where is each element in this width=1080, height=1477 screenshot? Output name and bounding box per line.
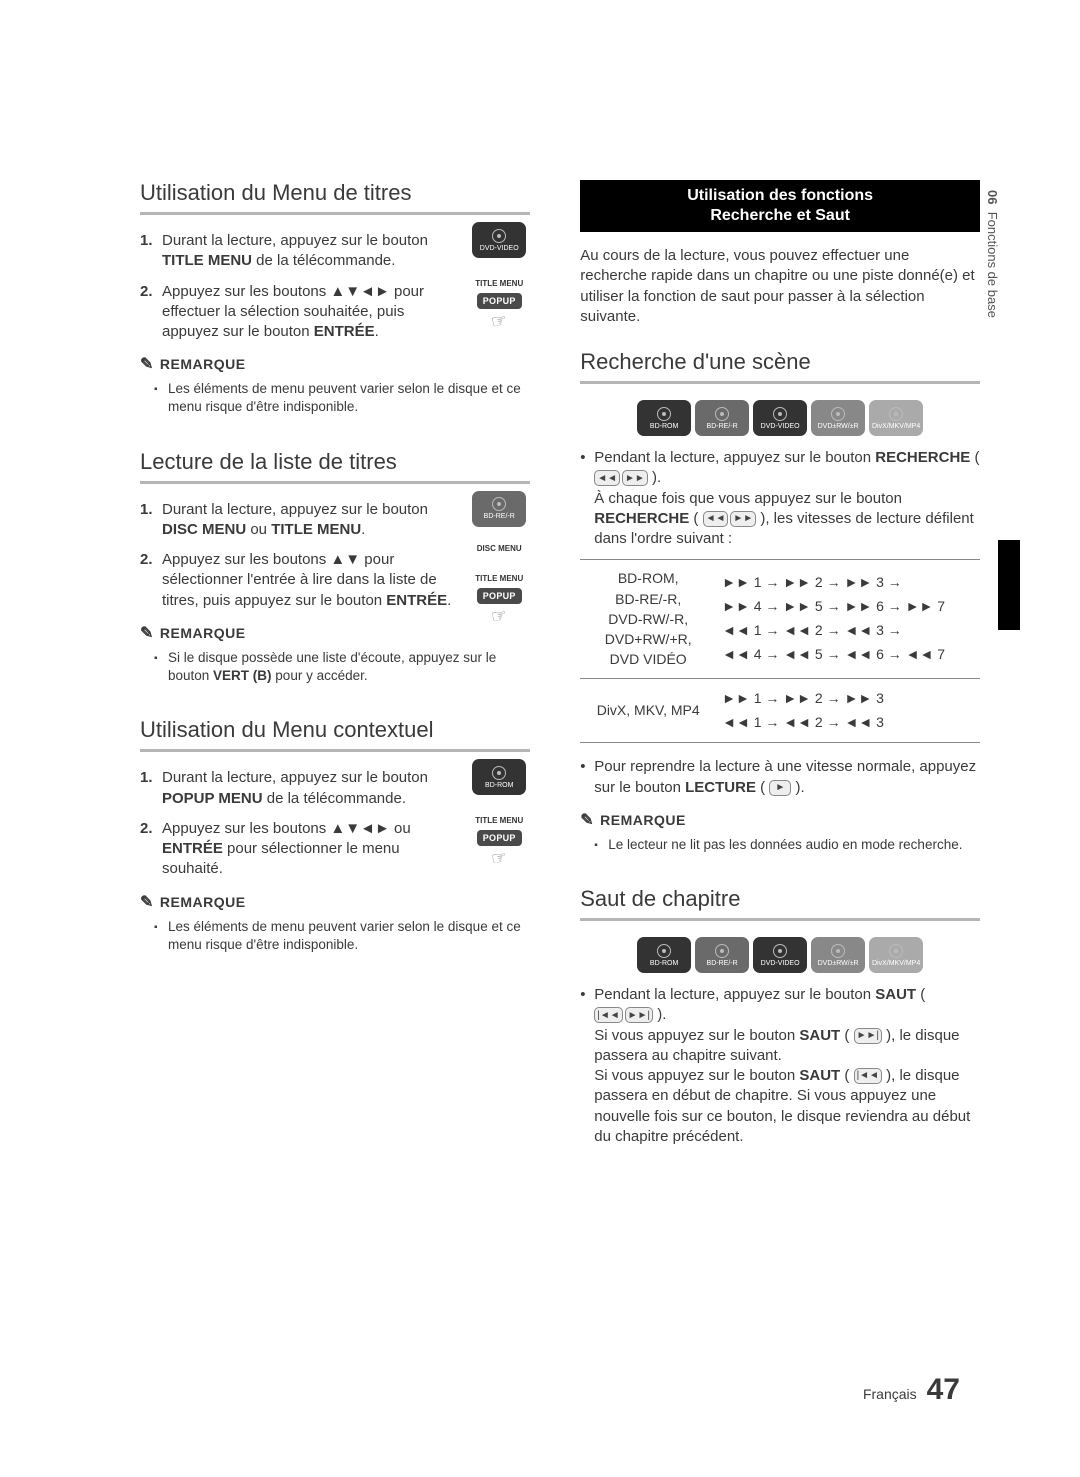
hand-icon: ☞	[489, 605, 509, 628]
skip-forward-icon: ►►|	[625, 1007, 653, 1023]
disc-badge: BD-ROM	[637, 400, 691, 436]
icon-stack: DVD-VIDEO TITLE MENU POPUP ☞	[468, 222, 530, 332]
skip-forward-icon: ►►|	[854, 1028, 882, 1044]
disc-badge: DVD-VIDEO	[753, 400, 807, 436]
note-item: Le lecteur ne lit pas les données audio …	[608, 836, 980, 854]
title-menu-label: TITLE MENU	[475, 280, 523, 289]
rewind-icon: ◄◄	[703, 511, 729, 527]
play-icon: ►	[769, 780, 791, 796]
disc-badge: BD-RE/-R	[472, 491, 526, 527]
note-heading: ✎REMARQUE	[140, 892, 530, 912]
section-chapter-skip: Saut de chapitre BD-ROM BD-RE/-R DVD-VID…	[580, 886, 980, 1147]
heading: Lecture de la liste de titres	[140, 449, 530, 484]
skip-back-icon: |◄◄	[854, 1068, 882, 1084]
hand-icon: ☞	[489, 847, 509, 870]
note-icon: ✎	[140, 623, 154, 643]
disc-badge: BD-ROM	[637, 937, 691, 973]
note-heading: ✎REMARQUE	[140, 354, 530, 374]
disc-badge: DivX/MKV/MP4	[869, 937, 923, 973]
intro-text: Au cours de la lecture, vous pouvez effe…	[580, 246, 980, 327]
edge-tab	[998, 540, 1020, 630]
title-menu-label: TITLE MENU	[475, 575, 523, 584]
note-item: Les éléments de menu peuvent varier selo…	[168, 380, 530, 416]
table-cell: ►► 1 → ►► 2 → ►► 3 → ►► 4 → ►► 5 → ►► 6 …	[716, 560, 980, 678]
disc-badge: DVD-VIDEO	[753, 937, 807, 973]
note-icon: ✎	[140, 354, 154, 374]
page-content: Utilisation du Menu de titres DVD-VIDEO …	[140, 180, 980, 1179]
note-heading: ✎REMARQUE	[580, 810, 980, 830]
side-tab: 06 Fonctions de base	[985, 190, 1000, 318]
popup-button-icon: POPUP	[477, 588, 522, 604]
table-cell: DivX, MKV, MP4	[580, 678, 716, 743]
note-list: Les éléments de menu peuvent varier selo…	[140, 380, 530, 416]
badge-row: BD-ROM BD-RE/-R DVD-VIDEO DVD±RW/±R DivX…	[580, 937, 980, 973]
step-2: 2.Appuyez sur les boutons ▲▼ pour sélect…	[140, 550, 460, 611]
forward-icon: ►►	[730, 511, 756, 527]
disc-badge: BD-RE/-R	[695, 400, 749, 436]
disc-badge: DVD-VIDEO	[472, 222, 526, 258]
table-row: DivX, MKV, MP4 ►► 1 → ►► 2 → ►► 3 ◄◄ 1 →…	[580, 678, 980, 743]
chapter-number: 06	[985, 190, 1000, 204]
note-list: Si le disque possède une liste d'écoute,…	[140, 649, 530, 685]
step-2: 2.Appuyez sur les boutons ▲▼◄► ou ENTRÉE…	[140, 819, 460, 880]
disc-menu-label: DISC MENU	[477, 545, 522, 554]
title-menu-label: TITLE MENU	[475, 817, 523, 826]
section-title-list: Lecture de la liste de titres BD-RE/-R D…	[140, 449, 530, 686]
note-item: Les éléments de menu peuvent varier selo…	[168, 918, 530, 954]
popup-button-icon: POPUP	[477, 830, 522, 846]
popup-button-icon: POPUP	[477, 293, 522, 309]
table-cell: BD-ROM, BD-RE/-R, DVD-RW/-R, DVD+RW/+R, …	[580, 560, 716, 678]
note-list: Les éléments de menu peuvent varier selo…	[140, 918, 530, 954]
note-icon: ✎	[140, 892, 154, 912]
note-item: Si le disque possède une liste d'écoute,…	[168, 649, 530, 685]
skip-back-icon: |◄◄	[594, 1007, 622, 1023]
disc-badge: BD-RE/-R	[695, 937, 749, 973]
chapter-label: Fonctions de base	[985, 212, 1000, 318]
bullet-item: Pendant la lecture, appuyez sur le bouto…	[580, 448, 980, 549]
heading: Utilisation du Menu contextuel	[140, 717, 530, 752]
right-column: Utilisation des fonctions Recherche et S…	[580, 180, 980, 1179]
black-header: Utilisation des fonctions Recherche et S…	[580, 180, 980, 232]
step-2: 2.Appuyez sur les boutons ▲▼◄► pour effe…	[140, 282, 460, 343]
rewind-icon: ◄◄	[594, 470, 620, 486]
disc-badge: DVD±RW/±R	[811, 400, 865, 436]
hand-icon: ☞	[489, 310, 509, 333]
speed-table: BD-ROM, BD-RE/-R, DVD-RW/-R, DVD+RW/+R, …	[580, 559, 980, 743]
bullet-list: Pendant la lecture, appuyez sur le bouto…	[580, 448, 980, 549]
table-cell: ►► 1 → ►► 2 → ►► 3 ◄◄ 1 → ◄◄ 2 → ◄◄ 3	[716, 678, 980, 743]
section-title-menu: Utilisation du Menu de titres DVD-VIDEO …	[140, 180, 530, 417]
page-number: 47	[927, 1373, 960, 1407]
section-popup-menu: Utilisation du Menu contextuel BD-ROM TI…	[140, 717, 530, 954]
disc-badge: DVD±RW/±R	[811, 937, 865, 973]
bullet-list: Pour reprendre la lecture à une vitesse …	[580, 757, 980, 798]
page-footer: Français 47	[863, 1373, 960, 1407]
badge-row: BD-ROM BD-RE/-R DVD-VIDEO DVD±RW/±R DivX…	[580, 400, 980, 436]
icon-stack: BD-RE/-R DISC MENU TITLE MENU POPUP ☞	[468, 491, 530, 628]
disc-badge: BD-ROM	[472, 759, 526, 795]
left-column: Utilisation du Menu de titres DVD-VIDEO …	[140, 180, 540, 1179]
heading: Utilisation du Menu de titres	[140, 180, 530, 215]
heading: Recherche d'une scène	[580, 349, 980, 384]
step-1: 1.Durant la lecture, appuyez sur le bout…	[140, 231, 460, 272]
table-row: BD-ROM, BD-RE/-R, DVD-RW/-R, DVD+RW/+R, …	[580, 560, 980, 678]
bullet-item: Pour reprendre la lecture à une vitesse …	[580, 757, 980, 798]
note-list: Le lecteur ne lit pas les données audio …	[580, 836, 980, 854]
step-1: 1.Durant la lecture, appuyez sur le bout…	[140, 500, 460, 541]
forward-icon: ►►	[622, 470, 648, 486]
heading: Saut de chapitre	[580, 886, 980, 921]
footer-lang: Français	[863, 1386, 917, 1402]
note-icon: ✎	[580, 810, 594, 830]
bullet-list: Pendant la lecture, appuyez sur le bouto…	[580, 985, 980, 1147]
disc-badge: DivX/MKV/MP4	[869, 400, 923, 436]
bullet-item: Pendant la lecture, appuyez sur le bouto…	[580, 985, 980, 1147]
step-1: 1.Durant la lecture, appuyez sur le bout…	[140, 768, 460, 809]
section-search-scene: Recherche d'une scène BD-ROM BD-RE/-R DV…	[580, 349, 980, 854]
icon-stack: BD-ROM TITLE MENU POPUP ☞	[468, 759, 530, 869]
